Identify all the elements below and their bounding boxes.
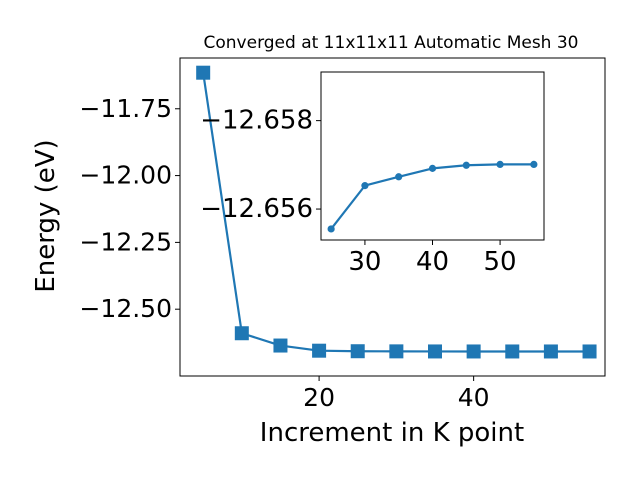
main-y-tick-label: −11.75 [79, 94, 172, 123]
main-y-tick-label: −12.25 [79, 227, 172, 256]
inset-data-point [496, 160, 504, 168]
chart-title: Converged at 11x11x11 Automatic Mesh 30 [204, 33, 579, 53]
inset-y-tick-label: −12.658 [200, 106, 313, 136]
main-x-tick-label: 40 [458, 383, 490, 412]
main-data-point [196, 65, 211, 80]
x-axis-label: Increment in K point [260, 418, 524, 448]
y-axis-label: Energy (eV) [31, 139, 61, 292]
inset-data-point [428, 164, 437, 172]
main-data-point [505, 344, 520, 359]
inset-axes-frame [320, 71, 545, 241]
main-data-point [350, 344, 365, 359]
main-data-point [389, 344, 404, 359]
main-data-point [234, 326, 249, 341]
main-data-point [273, 338, 288, 353]
main-data-point [466, 344, 481, 359]
main-data-point [428, 344, 442, 359]
inset-x-tick-label: 40 [416, 247, 449, 277]
main-data-point [582, 344, 597, 359]
inset-data-point [530, 160, 538, 168]
main-data-point [543, 344, 558, 359]
inset-x-tick-label: 30 [348, 247, 381, 277]
inset-data-point [395, 173, 403, 181]
inset-data-point [361, 182, 369, 190]
inset-data-point [327, 225, 335, 233]
main-data-point [312, 343, 327, 358]
main-x-tick-label: 20 [303, 383, 335, 412]
inset-data-point [462, 161, 470, 169]
main-y-tick-label: −12.00 [79, 161, 172, 190]
inset-plot: 30 40 50 −12.658 −12.656 [200, 71, 545, 277]
inset-x-tick-label: 50 [484, 247, 517, 277]
main-y-tick-label: −12.50 [79, 294, 172, 323]
inset-y-tick-label: −12.656 [200, 194, 313, 224]
